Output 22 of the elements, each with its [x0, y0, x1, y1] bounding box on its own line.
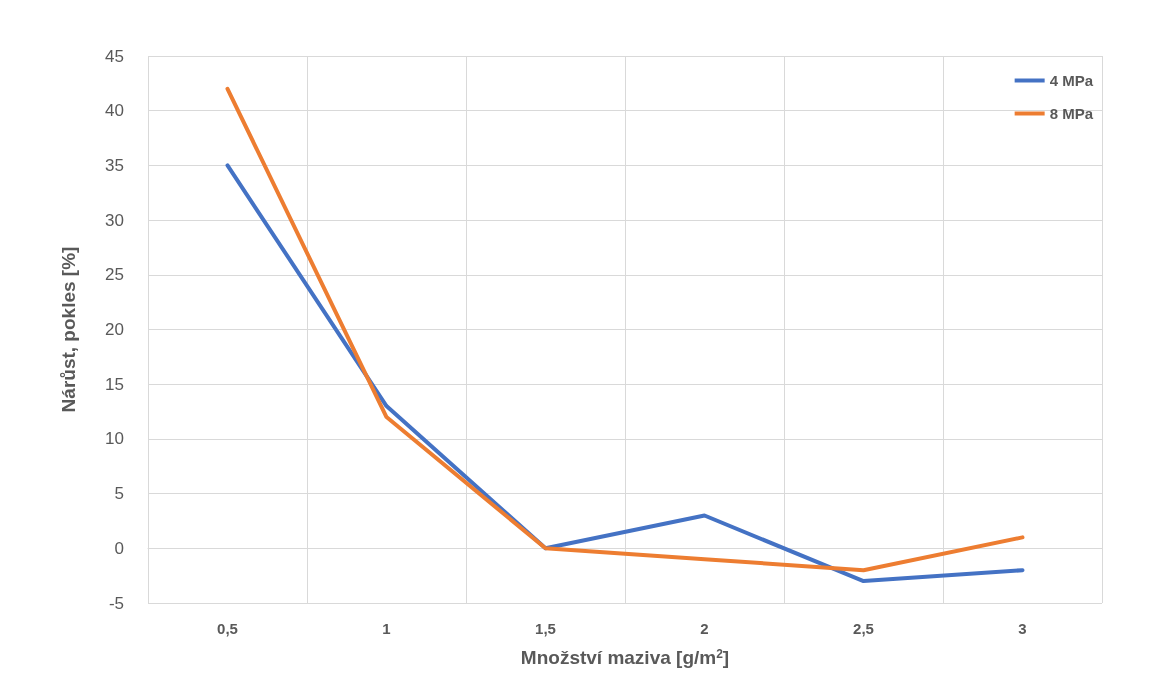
line-series: [225, 86, 1025, 573]
x-tick-label: 3: [1018, 620, 1027, 637]
y-tick-label: 45: [105, 46, 124, 66]
x-tick-label: 1,5: [535, 620, 556, 637]
line-series: [225, 163, 1025, 584]
x-tick-label: 2,5: [853, 620, 874, 637]
y-axis-title: Nárůst, pokles [%]: [58, 246, 79, 413]
legend-label: 8 MPa: [1049, 105, 1094, 122]
y-tick-label: 20: [105, 320, 124, 339]
y-tick-label: 35: [105, 155, 124, 175]
x-tick-label: 1: [382, 620, 391, 637]
x-tick-label: 0,5: [217, 620, 238, 637]
x-tick-label: 2: [700, 620, 709, 637]
y-tick-label: 30: [105, 210, 124, 230]
legend-label: 4 MPa: [1049, 72, 1094, 89]
y-tick-label: 10: [105, 429, 124, 449]
y-tick-label: 40: [105, 101, 124, 121]
y-tick-label: 25: [105, 265, 124, 285]
y-tick-label: -5: [108, 593, 124, 613]
y-tick-label: 15: [105, 374, 124, 394]
y-tick-label: 0: [114, 538, 124, 558]
y-tick-label: 5: [114, 484, 124, 504]
